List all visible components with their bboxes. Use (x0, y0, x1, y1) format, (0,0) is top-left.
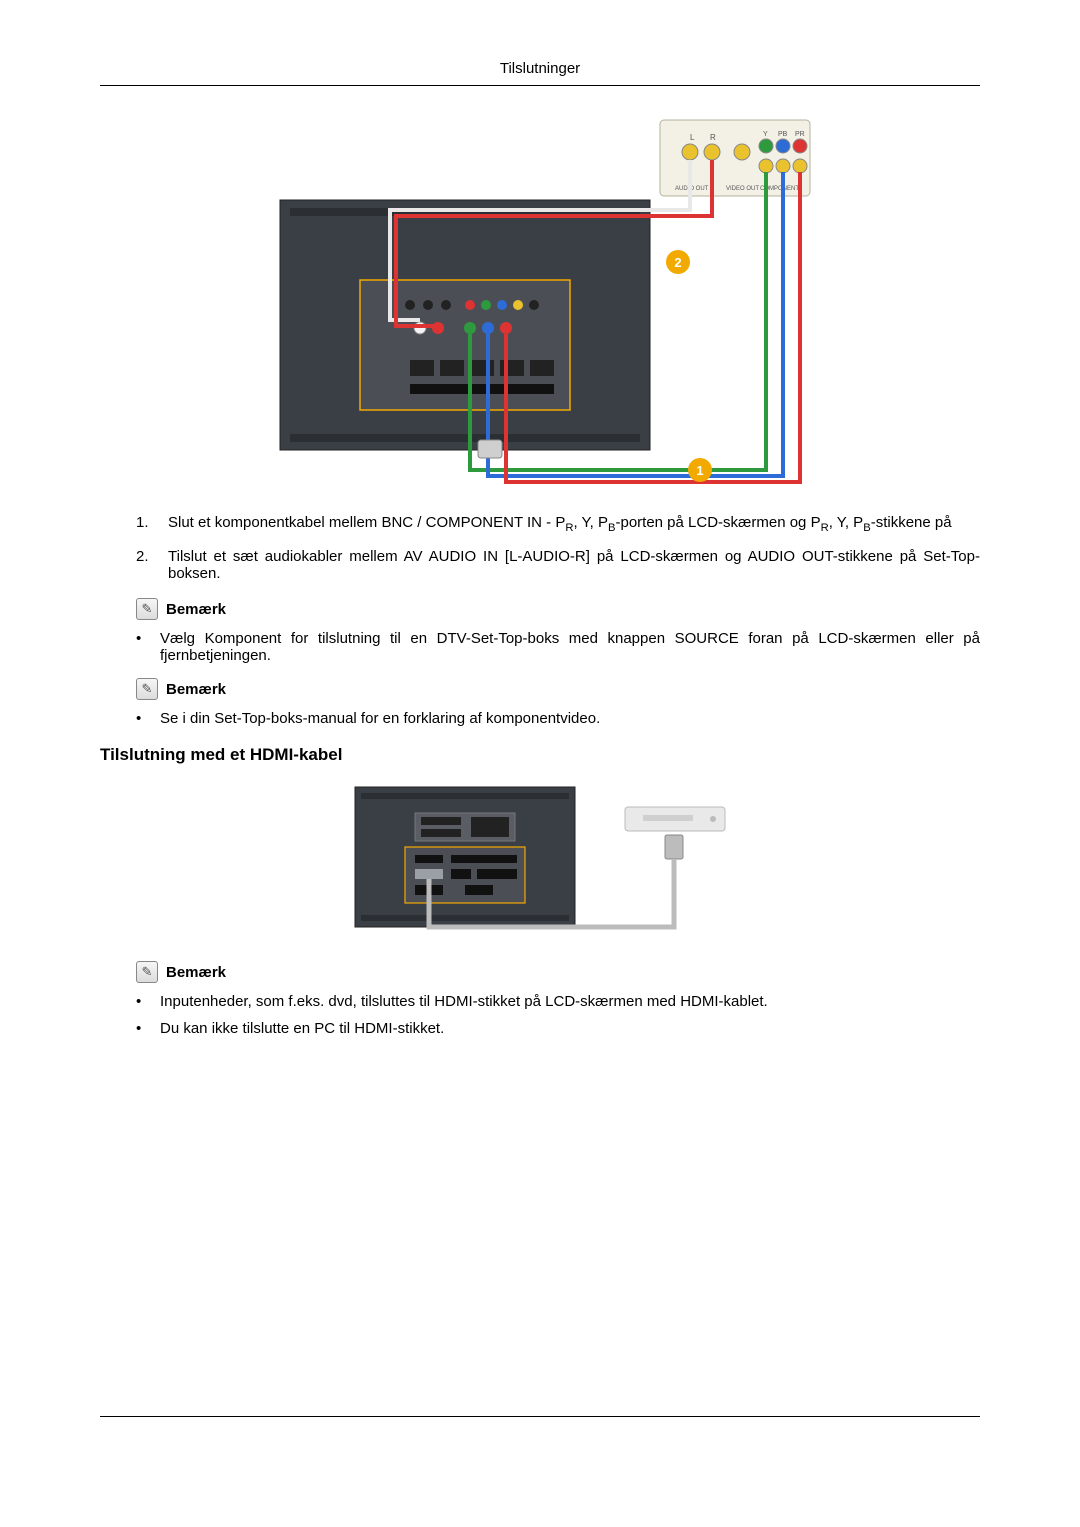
step-2-text: Tilslut et sæt audiokabler mellem AV AUD… (168, 548, 980, 582)
bullet-icon: • (136, 710, 146, 727)
note-2-list: • Se i din Set-Top-boks-manual for en fo… (100, 710, 980, 727)
bullet-icon: • (136, 630, 146, 664)
note-1-list: • Vælg Komponent for tilslutning til en … (100, 630, 980, 664)
cable-clamp-1 (478, 440, 502, 458)
settop-video (734, 144, 750, 160)
settop-pr (793, 139, 807, 153)
hdmi-port (415, 869, 443, 879)
settop-pr-label: PR (795, 131, 805, 138)
note-2-text: Se i din Set-Top-boks-manual for en fork… (160, 710, 600, 727)
note-2-item: • Se i din Set-Top-boks-manual for en fo… (136, 710, 980, 727)
hdmi-diagram-svg (345, 777, 735, 937)
footer-rule (100, 1416, 980, 1417)
note-3-item-2: • Du kan ikke tilslutte en PC til HDMI-s… (136, 1020, 980, 1037)
page: Tilslutninger (0, 0, 1080, 1091)
note-3-text-1: Inputenheder, som f.eks. dvd, tilsluttes… (160, 993, 768, 1010)
note-heading-2: ✎ Bemærk (136, 678, 980, 700)
settop-video-label: VIDEO OUT (726, 186, 759, 192)
settop-l-label: L (690, 133, 695, 142)
page-title: Tilslutninger (100, 60, 980, 85)
hdmi-plug (665, 835, 683, 859)
tv-vent-bottom (290, 434, 640, 442)
note-icon: ✎ (136, 678, 158, 700)
note-label: Bemærk (166, 681, 226, 698)
settop-audio-r (704, 144, 720, 160)
settop-pb (776, 139, 790, 153)
step-1-number: 1. (136, 514, 154, 534)
step-2-number: 2. (136, 548, 154, 582)
settop-r-label: R (710, 133, 716, 142)
tv-ports-row1 (405, 300, 539, 310)
settop-comp-b2 (776, 159, 790, 173)
note-3-list: • Inputenheder, som f.eks. dvd, tilslutt… (100, 993, 980, 1037)
note-1-item: • Vælg Komponent for tilslutning til en … (136, 630, 980, 664)
note-heading-3: ✎ Bemærk (136, 961, 980, 983)
step-2: 2. Tilslut et sæt audiokabler mellem AV … (136, 548, 980, 582)
note-label: Bemærk (166, 964, 226, 981)
step-1: 1. Slut et komponentkabel mellem BNC / C… (136, 514, 980, 534)
bullet-icon: • (136, 1020, 146, 1037)
note-icon: ✎ (136, 598, 158, 620)
settop-pb-label: PB (778, 131, 788, 138)
settop-comp-b1 (759, 159, 773, 173)
settop-comp-b3 (793, 159, 807, 173)
component-connection-diagram: L R Y PB PR AUDIO OUT VIDEO OUT COMPONEN… (100, 110, 980, 490)
header-rule (100, 85, 980, 86)
step-1-text: Slut et komponentkabel mellem BNC / COMP… (168, 514, 952, 534)
callout-2-text: 2 (674, 255, 681, 270)
note-heading-1: ✎ Bemærk (136, 598, 980, 620)
settop-y-label: Y (763, 131, 768, 138)
bullet-icon: • (136, 993, 146, 1010)
settop-box (660, 120, 810, 196)
note-3-text-2: Du kan ikke tilslutte en PC til HDMI-sti… (160, 1020, 444, 1037)
settop-y (759, 139, 773, 153)
steps-list: 1. Slut et komponentkabel mellem BNC / C… (100, 514, 980, 582)
component-diagram-svg: L R Y PB PR AUDIO OUT VIDEO OUT COMPONEN… (260, 110, 820, 490)
section-hdmi-title: Tilslutning med et HDMI-kabel (100, 745, 980, 765)
note-3-item-1: • Inputenheder, som f.eks. dvd, tilslutt… (136, 993, 980, 1010)
hdmi-connection-diagram (100, 777, 980, 937)
settop-audio-l (682, 144, 698, 160)
callout-1-text: 1 (696, 463, 703, 478)
note-1-text: Vælg Komponent for tilslutning til en DT… (160, 630, 980, 664)
note-icon: ✎ (136, 961, 158, 983)
note-label: Bemærk (166, 601, 226, 618)
